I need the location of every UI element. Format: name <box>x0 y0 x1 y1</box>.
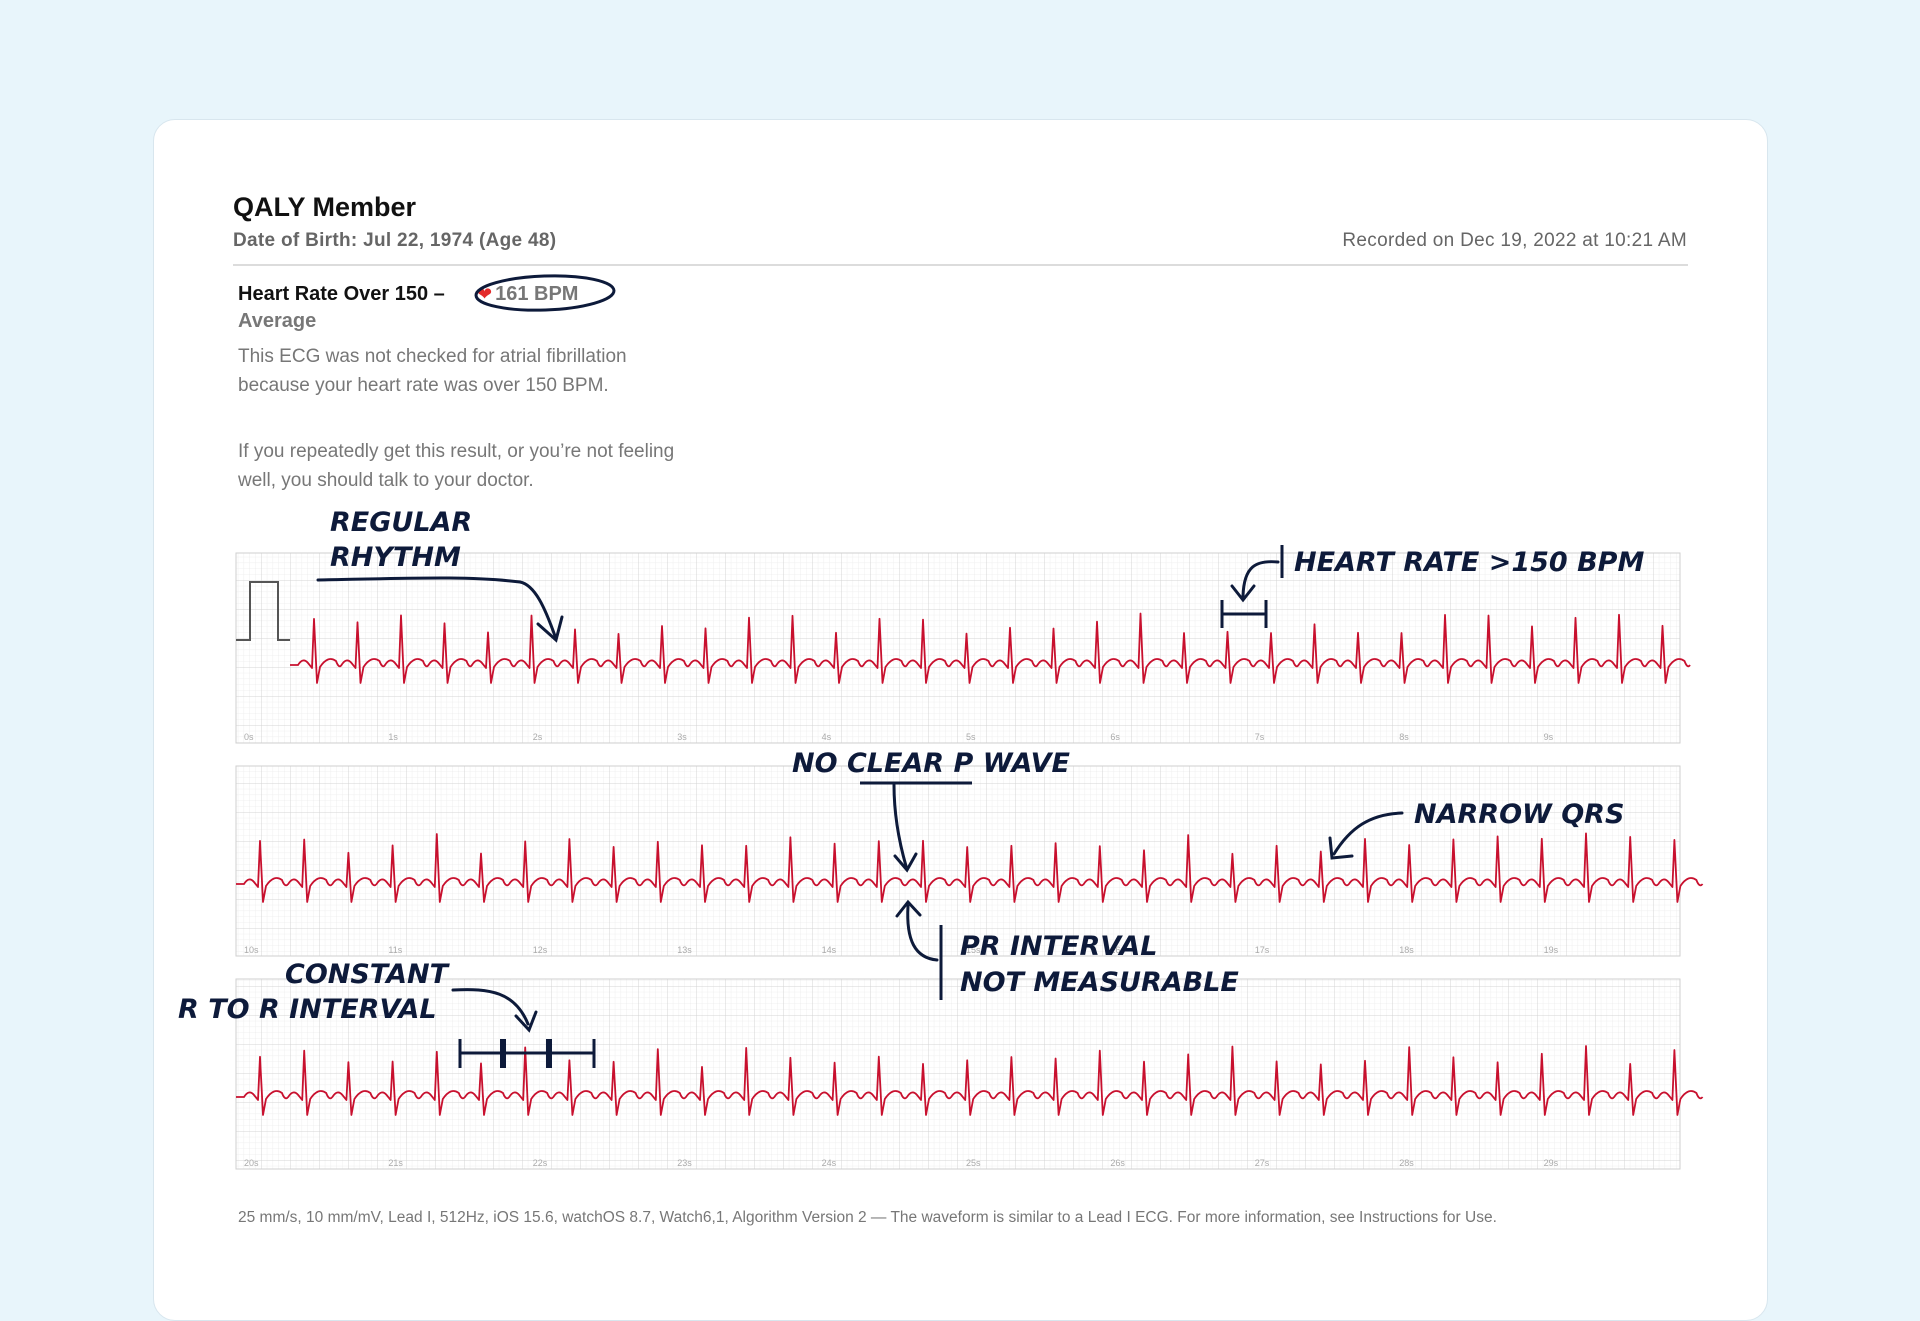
header-divider <box>233 264 1688 266</box>
annotation-no-p-wave-text: NO CLEAR P WAVE <box>792 748 1070 779</box>
annotation-pr-interval-line2: NOT MEASURABLE <box>960 967 1239 998</box>
strip-tick-label: 28s <box>1399 1158 1414 1168</box>
recorded-date: Recorded on Dec 19, 2022 at 10:21 AM <box>1342 230 1687 251</box>
strip-tick-label: 15s <box>966 945 981 955</box>
annotation-heart-rate-text: HEART RATE >150 BPM <box>1294 547 1644 578</box>
interval-bracket <box>458 1039 596 1068</box>
arrow-icon <box>906 904 939 962</box>
annotation-heart-rate: HEART RATE >150 BPM <box>1220 545 1644 628</box>
bpm-circle-annotation <box>474 274 616 312</box>
strip-tick-label: 2s <box>533 732 543 742</box>
arrow-icon <box>451 988 530 1026</box>
strip-tick-label: 24s <box>822 1158 837 1168</box>
ecg-grid <box>235 765 1681 957</box>
annotation-rr-interval-line2: R TO R INTERVAL <box>178 994 437 1025</box>
annotation-narrow-qrs-text: NARROW QRS <box>1414 799 1624 830</box>
calibration-pulse <box>236 581 290 641</box>
arrowhead-icon <box>1230 584 1256 603</box>
arrow-icon <box>316 576 557 638</box>
strip-tick-label: 5s <box>966 732 976 742</box>
ecg-strip: 0s 1s 2s 3s 4s 5s 6s 7s 8s 9s <box>235 552 1691 744</box>
annotation-regular-rhythm-line2: RHYTHM <box>330 542 461 573</box>
ecg-grid <box>235 978 1681 1170</box>
patient-name: QALY Member <box>233 192 417 222</box>
strip-tick-label: 4s <box>822 732 832 742</box>
arrowhead-icon <box>536 615 564 643</box>
ecg-strip: 10s 11s 12s 13s 14s 15s 16s 17s 18s 19s <box>235 765 1704 957</box>
strip-tick-label: 21s <box>388 1158 403 1168</box>
arrowhead-icon <box>893 852 918 873</box>
strip-tick-label: 13s <box>677 945 692 955</box>
strip-tick-label: 3s <box>677 732 687 742</box>
strip-tick-label: 26s <box>1110 1158 1125 1168</box>
annotation-no-p-wave: NO CLEAR P WAVE <box>792 748 1070 873</box>
strip-tick-label: 9s <box>1544 732 1554 742</box>
arrowhead-icon <box>1328 836 1354 860</box>
strip-tick-label: 14s <box>822 945 837 955</box>
result-advice: If you repeatedly get this result, or yo… <box>238 441 675 491</box>
interval-bracket <box>1220 600 1268 628</box>
ecg-waveform <box>236 1045 1704 1116</box>
strip-tick-label: 22s <box>533 1158 548 1168</box>
result-description: This ECG was not checked for atrial fibr… <box>238 346 627 396</box>
bpm-value: 161 BPM <box>495 283 579 305</box>
strip-tick-label: 6s <box>1110 732 1120 742</box>
average-label: Average <box>238 310 317 332</box>
arrowhead-icon <box>895 899 922 918</box>
annotation-pr-interval-line1: PR INTERVAL <box>960 931 1157 962</box>
strip-tick-label: 29s <box>1544 1158 1559 1168</box>
arrow-icon <box>1241 560 1280 598</box>
strip-tick-label: 8s <box>1399 732 1409 742</box>
strip-tick-label: 1s <box>388 732 398 742</box>
arrow-icon <box>1332 811 1404 856</box>
classification-title: Heart Rate Over 150 – <box>238 283 445 305</box>
strip-tick-label: 7s <box>1255 732 1265 742</box>
annotation-regular-rhythm: REGULAR RHYTHM <box>316 507 564 643</box>
strip-tick-label: 0s <box>244 732 254 742</box>
arrow-icon <box>892 783 908 868</box>
ecg-grid <box>235 552 1681 744</box>
ecg-chart: 0s 1s 2s 3s 4s 5s 6s 7s 8s 9s 10s 11s 12s 13s 14s 15s 16… <box>178 274 1704 1170</box>
strip-tick-label: 18s <box>1399 945 1414 955</box>
strip-tick-label: 27s <box>1255 1158 1270 1168</box>
recording-footer: 25 mm/s, 10 mm/mV, Lead I, 512Hz, iOS 15… <box>238 1209 1497 1226</box>
strip-tick-label: 12s <box>533 945 548 955</box>
annotation-regular-rhythm-line1: REGULAR <box>330 507 472 538</box>
strip-tick-label: 19s <box>1544 945 1559 955</box>
strip-tick-label: 25s <box>966 1158 981 1168</box>
strip-tick-label: 17s <box>1255 945 1270 955</box>
ecg-strip: 20s 21s 22s 23s 24s 25s 26s 27s 28s 29s <box>235 978 1704 1170</box>
ecg-waveform <box>290 612 1691 684</box>
strip-tick-label: 20s <box>244 1158 259 1168</box>
ecg-waveform <box>236 832 1704 903</box>
annotation-rr-interval-line1: CONSTANT <box>285 959 451 990</box>
annotation-narrow-qrs: NARROW QRS <box>1328 799 1624 860</box>
annotation-rr-interval: CONSTANT R TO R INTERVAL <box>178 959 596 1068</box>
strip-tick-label: 23s <box>677 1158 692 1168</box>
annotation-pr-interval: PR INTERVAL NOT MEASURABLE <box>895 899 1239 1000</box>
arrowhead-icon <box>514 1010 538 1033</box>
strip-tick-label: 10s <box>244 945 259 955</box>
strip-tick-label: 11s <box>388 945 402 955</box>
patient-dob: Date of Birth: Jul 22, 1974 (Age 48) <box>233 230 557 251</box>
strip-tick-label: 16s <box>1110 945 1125 955</box>
